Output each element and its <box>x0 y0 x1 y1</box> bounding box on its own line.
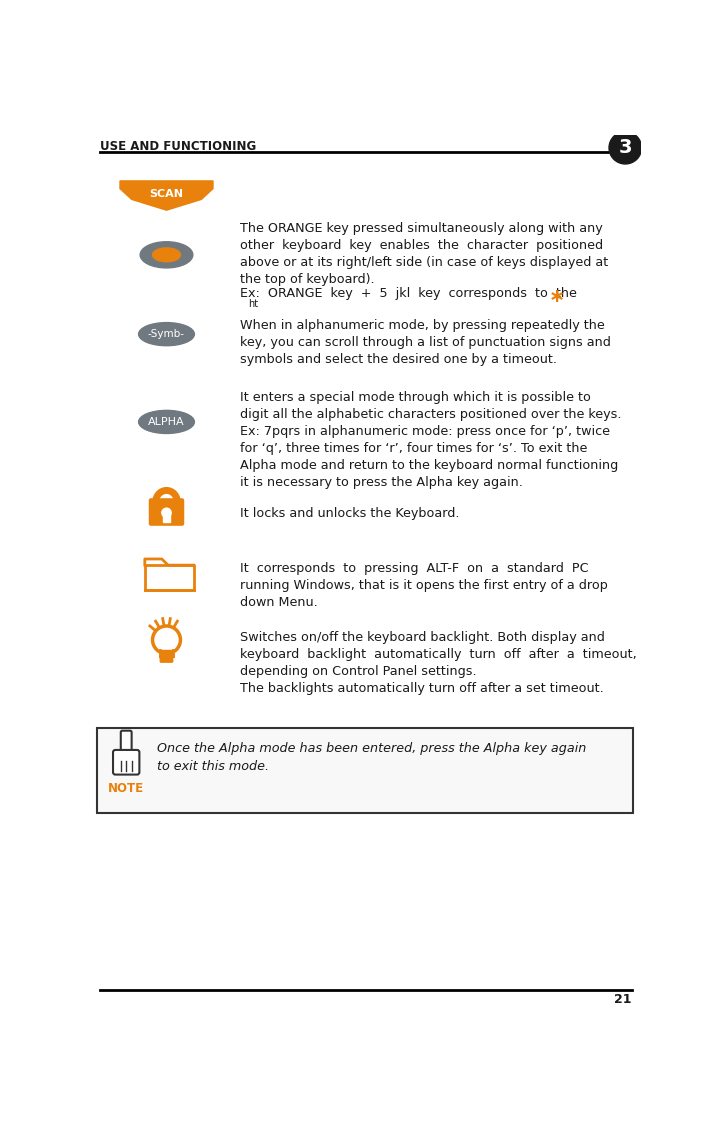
Circle shape <box>152 625 180 654</box>
FancyBboxPatch shape <box>150 499 184 525</box>
Text: It locks and unlocks the Keyboard.: It locks and unlocks the Keyboard. <box>240 507 460 519</box>
Text: USE AND FUNCTIONING: USE AND FUNCTIONING <box>100 140 256 154</box>
Text: Once the Alpha mode has been entered, press the Alpha key again
to exit this mod: Once the Alpha mode has been entered, pr… <box>157 742 587 773</box>
FancyBboxPatch shape <box>113 750 140 774</box>
Ellipse shape <box>139 323 194 345</box>
Ellipse shape <box>140 242 193 268</box>
Text: 21: 21 <box>614 994 632 1006</box>
FancyBboxPatch shape <box>121 730 132 755</box>
Bar <box>163 513 169 522</box>
Ellipse shape <box>152 248 180 262</box>
Text: SCAN: SCAN <box>150 189 184 199</box>
Text: NOTE: NOTE <box>108 782 145 795</box>
Text: When in alphanumeric mode, by pressing repeatedly the
key, you can scroll throug: When in alphanumeric mode, by pressing r… <box>240 318 611 366</box>
Text: ∗: ∗ <box>548 287 565 306</box>
Text: The ORANGE key pressed simultaneously along with any
other  keyboard  key  enabl: The ORANGE key pressed simultaneously al… <box>240 221 608 286</box>
Polygon shape <box>120 181 213 210</box>
Text: Ex:  ORANGE  key  +  5  jkl  key  corresponds  to  the: Ex: ORANGE key + 5 jkl key corresponds t… <box>240 287 581 300</box>
Text: ht: ht <box>248 299 258 309</box>
Text: 3: 3 <box>619 138 632 157</box>
Text: It  corresponds  to  pressing  ALT-F  on  a  standard  PC
running Windows, that : It corresponds to pressing ALT-F on a st… <box>240 562 608 609</box>
Bar <box>97 728 633 813</box>
FancyBboxPatch shape <box>160 655 173 663</box>
Text: ALPHA: ALPHA <box>148 417 185 427</box>
Ellipse shape <box>139 410 194 434</box>
Circle shape <box>609 132 642 164</box>
Text: Switches on/off the keyboard backlight. Both display and
keyboard  backlight  au: Switches on/off the keyboard backlight. … <box>240 631 637 694</box>
Text: -Symb-: -Symb- <box>148 330 185 339</box>
Circle shape <box>162 508 171 517</box>
Text: It enters a special mode through which it is possible to
digit all the alphabeti: It enters a special mode through which i… <box>240 391 622 489</box>
Polygon shape <box>160 650 173 656</box>
